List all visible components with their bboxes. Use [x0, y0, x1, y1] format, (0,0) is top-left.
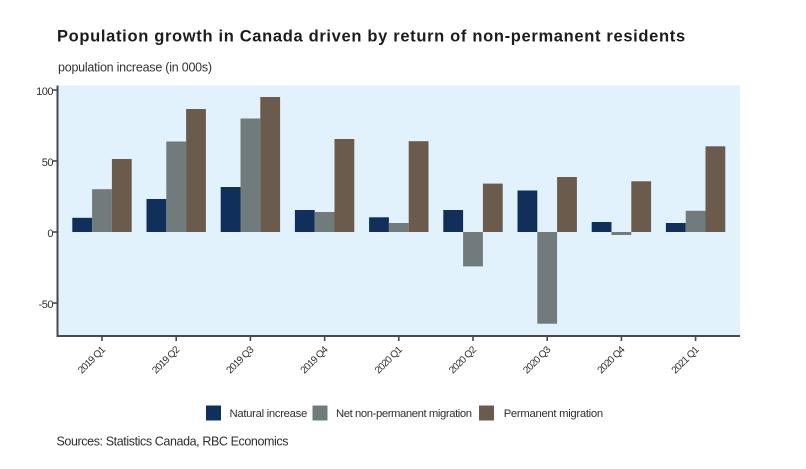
svg-text:Permanent migration: Permanent migration	[504, 408, 603, 420]
svg-text:Sources: Statistics Canada, RB: Sources: Statistics Canada, RBC Economic…	[57, 435, 289, 449]
svg-text:Natural increase: Natural increase	[230, 408, 307, 420]
svg-text:100: 100	[36, 86, 53, 98]
svg-text:Net non-permanent migration: Net non-permanent migration	[336, 408, 472, 420]
svg-text:population increase (in 000s): population increase (in 000s)	[58, 61, 212, 75]
svg-text:0: 0	[47, 228, 53, 240]
svg-text:50: 50	[42, 157, 54, 169]
svg-text:-50: -50	[39, 299, 54, 311]
svg-text:Population growth in Canada dr: Population growth in Canada driven by re…	[57, 28, 686, 46]
